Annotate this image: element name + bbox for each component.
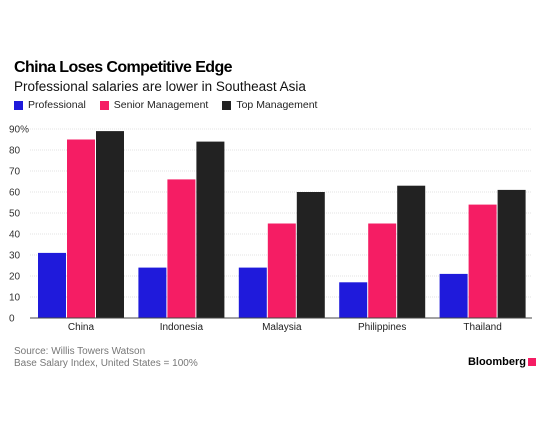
legend-item-senior-management: Senior Management: [99, 99, 209, 111]
brand-logo: Bloomberg: [468, 356, 536, 368]
bar-china-top-management: [96, 131, 124, 318]
x-category-label: Indonesia: [160, 322, 204, 333]
y-tick-label: 30: [9, 251, 21, 262]
y-tick-label: 0: [9, 314, 15, 325]
legend-item-top-management: Top Management: [222, 99, 317, 111]
y-axis-ticks: 0 10 20 30 40 50 60 70 80 90%: [9, 125, 29, 325]
x-axis-categories: China Indonesia Malaysia Philippines Thailan…: [68, 322, 502, 333]
chart-title: China Loses Competitive Edge: [14, 59, 233, 76]
bars: [38, 131, 526, 318]
y-tick-label: 90%: [9, 125, 29, 136]
bar-indonesia-professional: [138, 267, 167, 318]
legend-label-professional: Professional: [28, 99, 86, 111]
bar-philippines-professional: [339, 282, 368, 318]
bar-china-professional: [38, 252, 66, 318]
source-note: Source: Willis Towers Watson Base Salary…: [14, 346, 198, 370]
legend-swatch-senior-management: [99, 100, 109, 110]
bar-philippines-senior-management: [368, 223, 397, 318]
legend-label-senior-management: Senior Management: [113, 99, 209, 111]
x-category-label: Philippines: [358, 322, 406, 333]
y-tick-label: 20: [9, 272, 21, 283]
legend-label-top-management: Top Management: [236, 99, 318, 111]
bar-malaysia-senior-management: [267, 223, 296, 318]
source-text: Source: Willis Towers Watson: [14, 346, 146, 357]
y-tick-label: 40: [9, 230, 21, 241]
brand-name: Bloomberg: [467, 356, 526, 368]
bar-china-senior-management: [67, 139, 95, 318]
x-category-label: Malaysia: [262, 322, 302, 333]
y-tick-label: 60: [9, 188, 21, 199]
bar-malaysia-professional: [238, 267, 267, 318]
bar-malaysia-top-management: [296, 192, 325, 318]
y-tick-label: 50: [9, 209, 21, 220]
bar-philippines-top-management: [397, 185, 426, 318]
bar-indonesia-senior-management: [167, 179, 196, 318]
bar-thailand-senior-management: [468, 204, 497, 318]
x-category-label: China: [68, 322, 95, 333]
bar-indonesia-top-management: [196, 141, 225, 318]
chart-subtitle: Professional salaries are lower in South…: [14, 79, 306, 94]
bar-thailand-top-management: [497, 189, 526, 318]
y-tick-label: 10: [9, 293, 21, 304]
legend: Professional Senior Management Top Manag…: [14, 99, 331, 111]
legend-swatch-top-management: [222, 100, 232, 110]
legend-swatch-professional: [14, 100, 23, 110]
x-category-label: Thailand: [463, 322, 501, 333]
bar-thailand-professional: [439, 273, 468, 318]
index-note: Base Salary Index, United States = 100%: [14, 358, 198, 369]
brand-mark-icon: [528, 358, 536, 366]
y-tick-label: 80: [9, 146, 21, 157]
legend-item-professional: Professional: [14, 99, 86, 111]
y-tick-label: 70: [9, 167, 21, 178]
